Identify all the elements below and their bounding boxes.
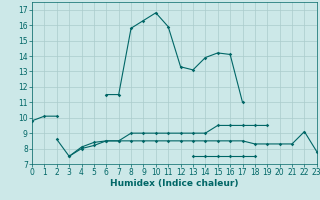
X-axis label: Humidex (Indice chaleur): Humidex (Indice chaleur)	[110, 179, 239, 188]
